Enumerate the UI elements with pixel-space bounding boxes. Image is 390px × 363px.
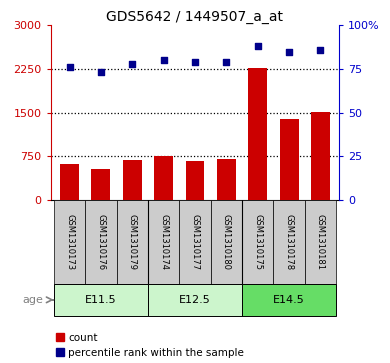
Text: E12.5: E12.5	[179, 295, 211, 305]
Text: GSM1310177: GSM1310177	[190, 214, 200, 270]
Point	[192, 59, 198, 65]
FancyBboxPatch shape	[117, 200, 148, 284]
Bar	[92, 170, 110, 200]
Legend: count, percentile rank within the sample: count, percentile rank within the sample	[56, 333, 244, 358]
Point	[98, 70, 104, 76]
Title: GDS5642 / 1449507_a_at: GDS5642 / 1449507_a_at	[106, 11, 284, 24]
Text: E14.5: E14.5	[273, 295, 305, 305]
Bar	[217, 159, 236, 200]
Text: E11.5: E11.5	[85, 295, 117, 305]
Point	[255, 44, 261, 49]
Bar	[280, 119, 298, 200]
Text: GSM1310174: GSM1310174	[159, 214, 168, 270]
Bar	[60, 164, 79, 200]
FancyBboxPatch shape	[242, 200, 273, 284]
FancyBboxPatch shape	[273, 200, 305, 284]
Text: GSM1310176: GSM1310176	[96, 214, 105, 270]
Text: GSM1310178: GSM1310178	[285, 214, 294, 270]
Bar	[311, 112, 330, 200]
Text: GSM1310181: GSM1310181	[316, 214, 325, 270]
FancyBboxPatch shape	[242, 284, 336, 316]
Text: GSM1310175: GSM1310175	[253, 214, 262, 270]
Text: GSM1310179: GSM1310179	[128, 214, 137, 270]
Text: age: age	[22, 295, 43, 305]
Point	[286, 49, 292, 54]
Bar	[154, 155, 173, 200]
Text: GSM1310173: GSM1310173	[65, 214, 74, 270]
Point	[223, 59, 229, 65]
FancyBboxPatch shape	[148, 284, 242, 316]
FancyBboxPatch shape	[148, 200, 179, 284]
Bar	[123, 160, 142, 200]
FancyBboxPatch shape	[54, 284, 148, 316]
Bar	[186, 161, 204, 200]
Point	[317, 47, 324, 53]
Point	[161, 57, 167, 63]
Text: GSM1310180: GSM1310180	[222, 214, 231, 270]
Point	[129, 61, 135, 67]
Bar	[248, 68, 267, 200]
FancyBboxPatch shape	[85, 200, 117, 284]
FancyBboxPatch shape	[305, 200, 336, 284]
FancyBboxPatch shape	[54, 200, 85, 284]
FancyBboxPatch shape	[179, 200, 211, 284]
Point	[66, 64, 73, 70]
FancyBboxPatch shape	[211, 200, 242, 284]
